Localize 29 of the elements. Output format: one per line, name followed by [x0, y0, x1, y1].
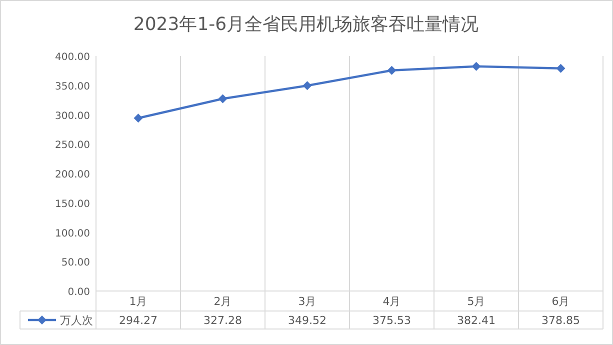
x-tick-label: 5月 [467, 295, 486, 308]
data-label: 375.53 [372, 314, 411, 327]
x-tick-label: 2月 [214, 295, 232, 308]
y-tick-label: 0.00 [68, 287, 90, 298]
legend-label: 万人次 [60, 314, 93, 327]
data-label: 382.41 [457, 314, 496, 327]
point [472, 62, 481, 71]
data-label: 327.28 [204, 314, 242, 327]
x-tick-label: 3月 [298, 295, 316, 308]
point [387, 66, 396, 75]
title: 2023年1-6月全省民用机场旅客吞吐量情况 [133, 14, 479, 35]
data-label: 378.85 [542, 314, 580, 327]
y-tick-label: 150.00 [55, 198, 90, 210]
y-tick-label: 350.00 [55, 81, 90, 92]
y-tick-label: 100.00 [55, 228, 90, 240]
data-label: 349.52 [288, 314, 326, 327]
point [134, 114, 143, 123]
y-tick-label: 250.00 [55, 140, 90, 152]
y-tick-label: 50.00 [61, 258, 90, 269]
x-tick-label: 4月 [382, 295, 401, 308]
point [302, 81, 312, 90]
data-label: 294.27 [119, 314, 158, 327]
y-tick-label: 200.00 [55, 170, 90, 180]
y-tick-label: 400.00 [55, 52, 90, 63]
point [556, 64, 566, 73]
y-tick-label: 300.00 [55, 110, 90, 122]
x-tick-label: 6月 [552, 295, 570, 308]
x-tick-label: 1月 [129, 295, 148, 308]
point [218, 94, 228, 104]
